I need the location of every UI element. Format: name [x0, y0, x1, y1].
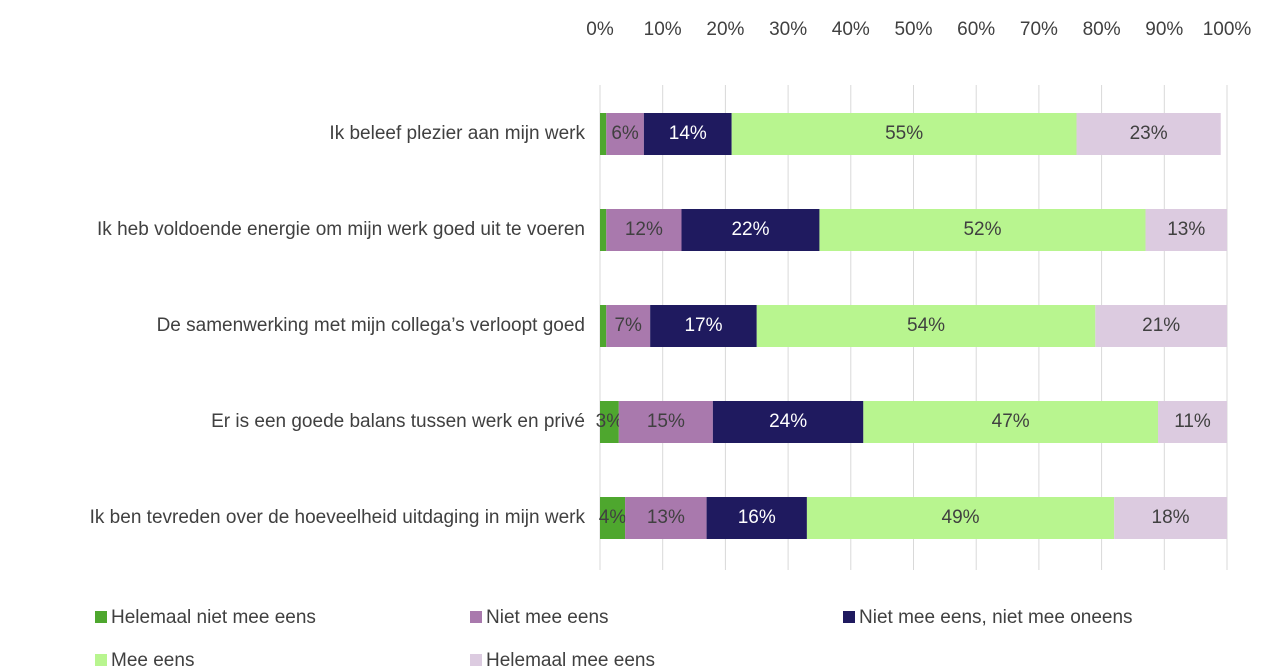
data-label: 3% — [596, 411, 624, 432]
x-tick-label: 0% — [586, 19, 614, 40]
bar-segment — [681, 209, 820, 251]
bar-segment — [1076, 113, 1221, 155]
data-label: 49% — [942, 507, 980, 528]
data-label: 52% — [963, 219, 1001, 240]
x-tick-label: 100% — [1203, 19, 1252, 40]
data-label: 15% — [647, 411, 685, 432]
bar-segment — [1145, 209, 1227, 251]
legend-swatch — [95, 611, 107, 623]
bar-segment — [706, 497, 807, 539]
data-label: 23% — [1130, 123, 1168, 144]
bar-segment — [1114, 497, 1227, 539]
bar-segment — [600, 305, 607, 347]
legend-swatch — [470, 654, 482, 666]
bar-segment — [650, 305, 757, 347]
bar-segment — [756, 305, 1096, 347]
bar-segment — [712, 401, 864, 443]
x-tick-label: 50% — [894, 19, 932, 40]
data-label: 13% — [647, 507, 685, 528]
bar-segment — [819, 209, 1146, 251]
legend-label: Helemaal mee eens — [486, 650, 655, 669]
data-label: 17% — [684, 315, 722, 336]
data-label: 21% — [1142, 315, 1180, 336]
x-tick-label: 60% — [957, 19, 995, 40]
data-label: 7% — [614, 315, 642, 336]
data-label: 16% — [738, 507, 776, 528]
data-label: 4% — [599, 507, 627, 528]
legend-label: Helemaal niet mee eens — [111, 607, 316, 628]
data-label: 54% — [907, 315, 945, 336]
x-tick-label: 80% — [1083, 19, 1121, 40]
data-label: 14% — [669, 123, 707, 144]
legend-swatch — [843, 611, 855, 623]
data-label: 24% — [769, 411, 807, 432]
x-tick-label: 40% — [832, 19, 870, 40]
bar-segment — [806, 497, 1115, 539]
data-label: 13% — [1167, 219, 1205, 240]
legend-label: Niet mee eens — [486, 607, 609, 628]
bar-segment — [606, 209, 682, 251]
bar-segment — [625, 497, 707, 539]
data-label: 11% — [1174, 411, 1211, 432]
data-label: 22% — [731, 219, 769, 240]
x-tick-label: 30% — [769, 19, 807, 40]
bar-segment — [600, 113, 607, 155]
x-tick-label: 10% — [644, 19, 682, 40]
legend-swatch — [95, 654, 107, 666]
y-tick-label: De samenwerking met mijn collega’s verlo… — [156, 315, 585, 336]
data-label: 12% — [625, 219, 663, 240]
x-tick-label: 20% — [706, 19, 744, 40]
bar-segment — [643, 113, 732, 155]
legend-label: Niet mee eens, niet mee oneens — [859, 607, 1133, 628]
bar-segment — [600, 209, 607, 251]
legend-label: Mee eens — [111, 650, 194, 669]
bar-segment — [618, 401, 713, 443]
bar-segment — [606, 113, 644, 155]
data-label: 18% — [1152, 507, 1190, 528]
data-label: 6% — [611, 123, 639, 144]
y-tick-label: Ik beleef plezier aan mijn werk — [329, 123, 585, 144]
bar-segment — [1158, 401, 1227, 443]
bar-segment — [863, 401, 1159, 443]
bar-segment — [731, 113, 1077, 155]
x-tick-label: 90% — [1145, 19, 1183, 40]
x-tick-label: 70% — [1020, 19, 1058, 40]
bar-segment — [1095, 305, 1227, 347]
data-label: 55% — [885, 123, 923, 144]
bar-segment — [606, 305, 651, 347]
bar-segment — [600, 497, 626, 539]
bar-segment — [600, 401, 619, 443]
y-tick-label: Ik ben tevreden over de hoeveelheid uitd… — [89, 507, 585, 528]
data-label: 47% — [992, 411, 1030, 432]
legend-swatch — [470, 611, 482, 623]
y-tick-label: Ik heb voldoende energie om mijn werk go… — [97, 219, 585, 240]
y-tick-label: Er is een goede balans tussen werk en pr… — [211, 411, 585, 432]
